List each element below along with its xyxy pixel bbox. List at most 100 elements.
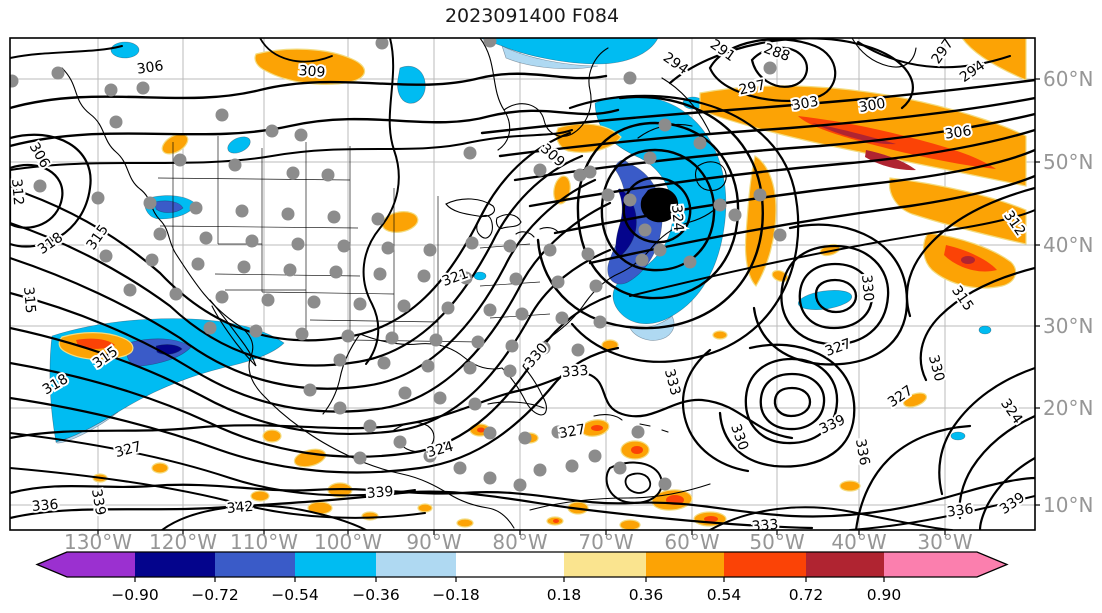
anomaly-patch-positive [553,519,559,523]
contour-line [10,490,814,530]
colorbar-tick-label: 0.90 [867,586,902,604]
station-dot [635,253,649,267]
station-dot [104,83,118,97]
station-dot [91,191,105,205]
colorbar-tick-label: 0.54 [707,586,742,604]
coastline [359,244,655,416]
x-axis-tick-label: 130°W [64,530,132,554]
x-axis-tick-label: 50°W [749,530,804,554]
station-dot [51,66,65,80]
contour-line [259,38,333,63]
contour-line [938,366,1035,496]
colorbar-segment [215,552,295,577]
station-dot [631,425,645,439]
coastline-layer [61,38,917,529]
station-dot [237,260,251,274]
contour-lines-layer [10,38,1035,530]
station-dot [459,271,473,285]
contour-label: 297 [737,77,766,98]
station-dot [307,295,321,309]
contour-label: 324 [668,204,686,232]
anomaly-patch-negative [227,136,251,154]
anomaly-patch-positive [161,133,189,155]
colorbar-tick-label: 0.36 [629,586,664,604]
station-dot [753,188,767,202]
station-dot [333,353,347,367]
station-dot [658,477,672,491]
low-center-marker [640,187,679,223]
coastline [487,401,669,433]
station-dot [136,81,150,95]
station-dot [143,196,157,210]
station-dot [773,228,787,242]
station-dot [423,449,437,463]
station-dot [421,359,435,373]
contour-line [857,41,1011,69]
anomaly-patch-negative [978,325,992,335]
contour-line [622,176,692,244]
station-dot [109,115,123,129]
station-dot [463,146,477,160]
station-dot [643,151,657,165]
station-dot [333,401,347,415]
station-dot [353,297,367,311]
station-dot [373,267,387,281]
contour-line [682,348,750,473]
anomaly-patch-positive [250,490,270,502]
contour-line [10,476,1035,518]
anomaly-patch-positive [456,518,474,528]
coastline [209,299,257,367]
contour-line [780,244,890,346]
anomaly-patch-positive [262,429,282,443]
station-dot [249,324,263,338]
anomaly-patch-positive [865,150,916,171]
y-axis-tick-label: 30°N [1043,314,1093,338]
colorbar-segment [135,552,215,577]
colorbar-tick-label: −0.36 [352,586,400,604]
contour-label: 306 [136,58,165,78]
contour-line [629,209,1035,297]
colorbar-tick-label: −0.54 [271,586,319,604]
contour-line [605,461,663,504]
station-dot [509,272,523,286]
contour-label: 315 [20,286,38,314]
contour-line [709,506,953,530]
contour-line [10,129,573,171]
station-dot [658,118,672,132]
contour-line [668,38,914,110]
station-dot [465,236,479,250]
station-dot [429,333,443,347]
anomaly-patch-negative [501,45,599,70]
station-dot [483,471,497,485]
station-dot [505,339,519,353]
station-dot [601,188,615,202]
x-axis-tick-label: 70°W [578,530,633,554]
station-dot [589,279,603,293]
station-dot [693,136,707,150]
x-axis-tick-label: 40°W [831,530,886,554]
y-axis: 60°N 50°N 40°N 30°N 20°N 10°N [1035,67,1093,517]
station-dot [393,435,407,449]
station-dot [398,386,412,400]
station-dot [294,128,308,142]
station-dot [533,163,547,177]
contour-line [10,201,612,413]
colorbar-segment [456,552,564,577]
contour-line [10,72,608,110]
anomaly-patch-positive [555,123,622,153]
contour-line [773,386,812,418]
anomaly-patch-positive [888,177,1027,245]
station-dot [555,311,569,325]
colorbar-tick-label: 0.18 [547,586,582,604]
contour-line [480,78,1035,135]
state-border [261,291,395,295]
station-dot [638,223,652,237]
station-dot [199,231,213,245]
contour-label: 306 [944,123,973,143]
contour-line [958,414,1035,520]
anomaly-patch-positive [361,511,379,521]
station-dot [537,341,551,355]
station-dot [397,299,411,313]
station-dot [543,243,557,257]
